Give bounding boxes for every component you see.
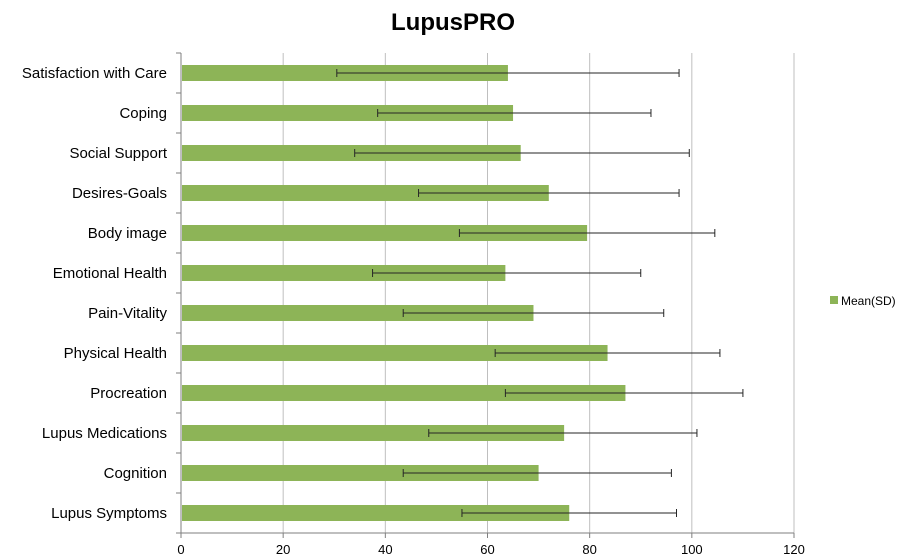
category-label: Cognition	[104, 465, 167, 482]
legend-swatch	[830, 296, 838, 304]
x-tick-label: 120	[783, 542, 805, 557]
category-label: Body image	[88, 225, 167, 242]
bar	[182, 345, 608, 361]
category-label: Satisfaction with Care	[22, 65, 167, 82]
x-tick-label: 60	[480, 542, 494, 557]
category-label: Lupus Medications	[42, 425, 167, 442]
category-label: Desires-Goals	[72, 185, 167, 202]
grid	[282, 53, 795, 533]
bars	[182, 65, 626, 521]
x-tick-label: 20	[276, 542, 290, 557]
category-label: Coping	[119, 105, 167, 122]
category-label: Procreation	[90, 385, 167, 402]
bar	[182, 105, 514, 121]
category-label: Physical Health	[64, 345, 167, 362]
axes	[176, 52, 795, 538]
x-tick-label: 80	[582, 542, 596, 557]
bar	[182, 305, 534, 321]
category-label: Pain-Vitality	[88, 305, 167, 322]
bar	[182, 465, 539, 481]
legend: Mean(SD)	[830, 294, 896, 308]
bar	[182, 145, 521, 161]
bar	[182, 225, 588, 241]
x-tick-label: 0	[177, 542, 184, 557]
tick-labels: 0 20 40 60 80 100 120	[177, 542, 804, 557]
category-label: Lupus Symptoms	[51, 505, 167, 522]
bar	[182, 185, 549, 201]
category-label: Emotional Health	[53, 265, 167, 282]
legend-label: Mean(SD)	[841, 294, 896, 308]
category-labels: Satisfaction with Care Coping Social Suppo…	[22, 65, 168, 522]
bar	[182, 385, 626, 401]
x-tick-label: 40	[378, 542, 392, 557]
x-tick-label: 100	[681, 542, 703, 557]
bar	[182, 505, 570, 521]
bar	[182, 425, 565, 441]
chart-title: LupusPRO	[391, 9, 515, 36]
bar	[182, 265, 506, 281]
error-bars	[336, 69, 744, 517]
category-label: Social Support	[69, 145, 167, 162]
